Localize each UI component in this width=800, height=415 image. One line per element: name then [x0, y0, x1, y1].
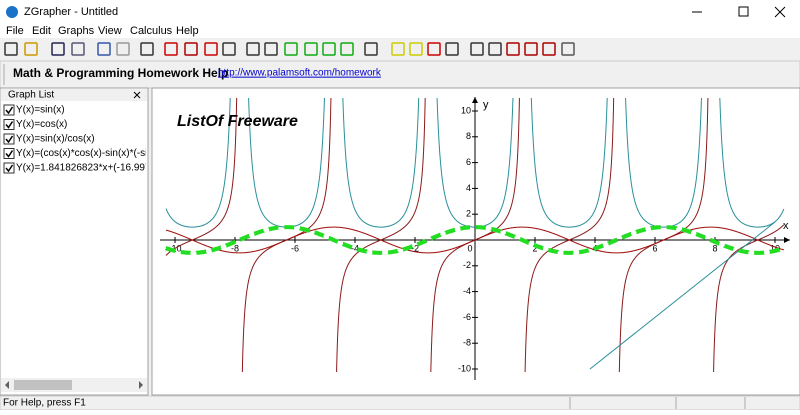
window-title: ZGrapher - Untitled	[24, 6, 118, 18]
checkbox[interactable]	[3, 162, 15, 174]
check-mark	[5, 150, 14, 158]
toolbar-button[interactable]	[264, 42, 278, 56]
toolbar-button[interactable]	[246, 42, 260, 56]
toolbar-button[interactable]	[97, 42, 111, 56]
curves	[164, 98, 785, 372]
y-tick-label: 10	[461, 105, 471, 115]
toolbar-button[interactable]	[304, 42, 318, 56]
curve-tangent-line	[589, 221, 776, 370]
x-tick-label: -6	[291, 243, 299, 253]
title-bar	[0, 0, 800, 24]
app-icon	[6, 6, 18, 18]
y-tick-label: 4	[466, 183, 471, 193]
toolbar-button[interactable]	[445, 42, 459, 56]
toolbar-button[interactable]	[24, 42, 38, 56]
close-button[interactable]	[774, 6, 786, 18]
toolbar-button[interactable]	[4, 42, 18, 56]
toolbar-button[interactable]	[51, 42, 65, 56]
checkbox[interactable]	[3, 119, 15, 130]
check-mark	[5, 135, 14, 144]
banner	[0, 60, 800, 89]
graph-item[interactable]: Y(x)=cos(x)	[16, 119, 67, 130]
toolbar-button[interactable]	[409, 42, 423, 56]
menu-item[interactable]: Edit	[32, 25, 51, 37]
status-text: For Help, press F1	[3, 398, 86, 409]
checkbox[interactable]	[3, 148, 15, 159]
toolbar-button[interactable]	[542, 42, 556, 56]
check-mark	[5, 164, 14, 173]
y-tick-label: 8	[466, 131, 471, 141]
banner-text: Math & Programming Homework Help	[13, 66, 228, 80]
toolbar-button[interactable]	[391, 42, 405, 56]
toolbar-button[interactable]	[470, 42, 484, 56]
toolbar-button[interactable]	[506, 42, 520, 56]
x-tick-label: 2	[532, 243, 537, 253]
x-tick-label: -2	[411, 243, 419, 253]
toolbar-button[interactable]	[561, 42, 575, 56]
toolbar-button[interactable]	[427, 42, 441, 56]
menu-item[interactable]: File	[6, 25, 24, 37]
graph-item[interactable]: Y(x)=1.841826823*x+(-16.99789	[16, 163, 162, 174]
panel-title: Graph List	[8, 90, 54, 101]
checkbox[interactable]	[3, 133, 15, 145]
watermark: ListOf Freeware	[177, 113, 298, 130]
toolbar-button[interactable]	[184, 42, 198, 56]
menu-item[interactable]: Help	[176, 25, 199, 37]
x-tick-label: -4	[351, 243, 359, 253]
toolbar-button[interactable]	[524, 42, 538, 56]
check-mark	[5, 121, 14, 129]
panel-close[interactable]	[133, 91, 141, 99]
scroll-thumb[interactable]	[14, 380, 72, 390]
toolbar-button[interactable]	[164, 42, 178, 56]
banner-link[interactable]: http://www.palamsoft.com/homework	[218, 68, 382, 79]
y-arrow	[472, 97, 478, 103]
y-tick-label: -2	[463, 260, 471, 270]
toolbar-button[interactable]	[140, 42, 154, 56]
menu-item[interactable]: Graphs	[58, 25, 95, 37]
x-tick-label: -8	[231, 243, 239, 253]
toolbar-button[interactable]	[284, 42, 298, 56]
toolbar-button[interactable]	[322, 42, 336, 56]
graph-item[interactable]: Y(x)=sin(x)	[16, 105, 65, 116]
toolbar-button[interactable]	[71, 42, 85, 56]
menu-bar	[0, 24, 800, 38]
panel-header	[1, 89, 147, 101]
x-tick-label: 6	[652, 243, 657, 253]
checkbox[interactable]	[3, 104, 15, 116]
x-tick-label: 10	[770, 243, 780, 253]
toolbar	[4, 42, 575, 56]
y-tick-label: 6	[466, 157, 471, 167]
curve-sin	[165, 226, 785, 254]
toolbar-button[interactable]	[488, 42, 502, 56]
y-axis-label: y	[483, 99, 489, 111]
y-tick-label: -10	[458, 363, 471, 373]
y-tick-label: 2	[466, 209, 471, 219]
toolbar-button[interactable]	[116, 42, 130, 56]
plot-area	[151, 87, 800, 396]
toolbar-button[interactable]	[340, 42, 354, 56]
x-tick-label: 0	[467, 243, 472, 253]
graph-item[interactable]: Y(x)=sin(x)/cos(x)	[16, 134, 95, 145]
y-tick-label: -6	[463, 312, 471, 322]
menu-item[interactable]: View	[98, 25, 122, 37]
status-bar	[0, 395, 800, 411]
maximize-button[interactable]	[738, 6, 749, 17]
graph-list-panel	[0, 87, 149, 396]
curve-cos	[164, 225, 785, 255]
graph-item[interactable]: Y(x)=(cos(x)*cos(x)-sin(x)*(-sin(	[16, 148, 157, 159]
toolbar-button[interactable]	[364, 42, 378, 56]
x-axis-label: x	[783, 220, 789, 232]
menu-item[interactable]: Calculus	[130, 25, 173, 37]
check-mark	[5, 106, 14, 115]
toolbar-button[interactable]	[222, 42, 236, 56]
x-arrow	[784, 237, 790, 243]
toolbar-button[interactable]	[204, 42, 218, 56]
y-tick-label: -4	[463, 286, 471, 296]
x-tick-label: 8	[712, 243, 717, 253]
y-tick-label: -8	[463, 338, 471, 348]
